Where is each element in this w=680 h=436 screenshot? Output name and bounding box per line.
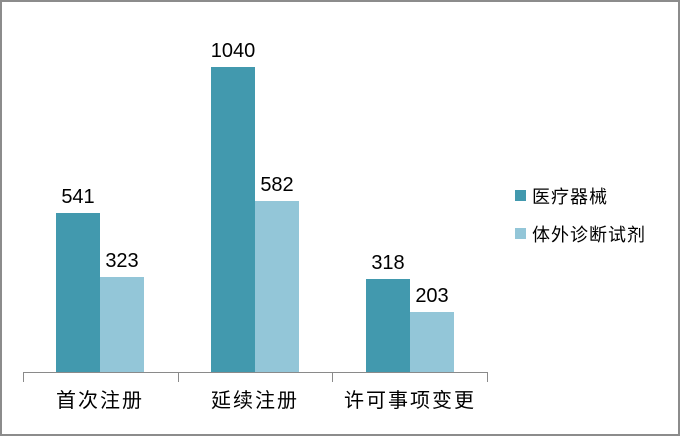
x-axis-line <box>23 372 488 373</box>
bar-series2-2 <box>255 201 299 372</box>
data-label-series2-2: 582 <box>260 174 294 196</box>
bar-series1-3 <box>366 279 410 372</box>
x-axis-tick <box>332 373 333 382</box>
bar-series1-1 <box>56 213 100 372</box>
legend: 医疗器械 体外诊断试剂 <box>515 184 646 245</box>
legend-swatch-series-1 <box>515 190 526 201</box>
x-axis-tick <box>178 373 179 382</box>
x-axis-label-first-registration: 首次注册 <box>56 390 144 412</box>
bar-series1-2 <box>211 67 255 372</box>
x-axis-tick <box>23 373 24 382</box>
x-axis-label-license-change: 许可事项变更 <box>344 390 476 412</box>
legend-swatch-series-2 <box>515 228 526 239</box>
legend-item-ivd-reagents: 体外诊断试剂 <box>515 222 646 245</box>
bar-series2-1 <box>100 277 144 372</box>
x-axis-tick <box>487 373 488 382</box>
legend-label-series-1: 医疗器械 <box>532 186 608 207</box>
data-label-series1-2: 1040 <box>210 40 256 62</box>
data-label-series1-1: 541 <box>61 186 95 208</box>
bar-series2-3 <box>410 312 454 372</box>
legend-label-series-2: 体外诊断试剂 <box>532 224 646 245</box>
data-label-series2-3: 203 <box>415 285 449 307</box>
data-label-series2-1: 323 <box>105 250 139 272</box>
legend-item-medical-devices: 医疗器械 <box>515 184 646 207</box>
x-axis-label-renewal-registration: 延续注册 <box>211 390 299 412</box>
data-label-series1-3: 318 <box>371 252 405 274</box>
